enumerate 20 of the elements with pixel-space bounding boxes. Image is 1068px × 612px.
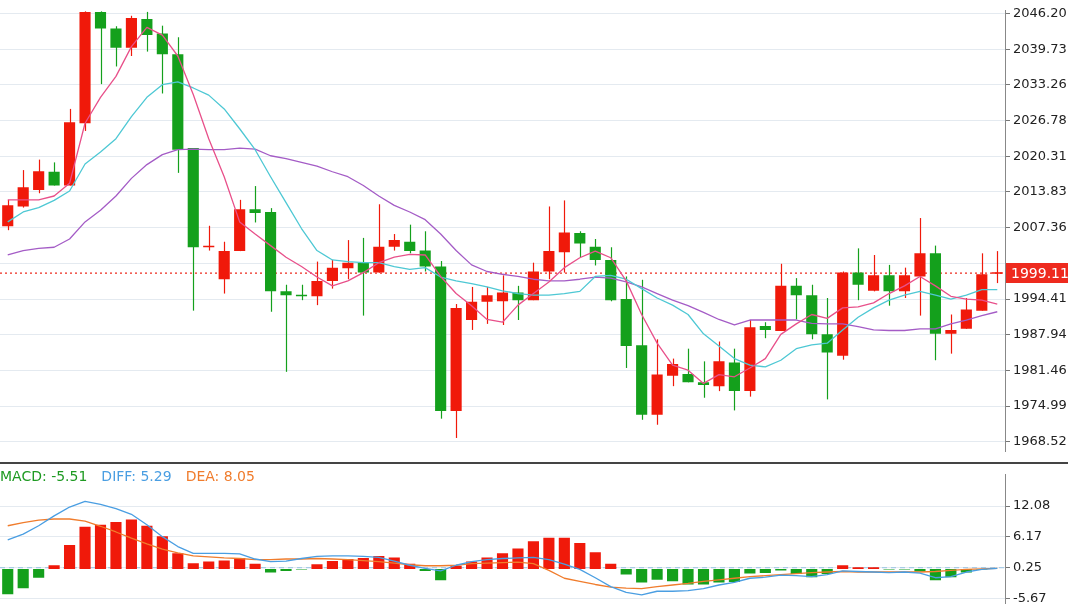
- y-tick-label: 1968.52: [1013, 433, 1067, 449]
- y-tick-label: 1974.99: [1013, 397, 1067, 413]
- y-tick-label: 2020.31: [1013, 147, 1067, 163]
- y-tick-label: 1987.94: [1013, 326, 1067, 342]
- y-tick-label: 1981.46: [1013, 361, 1067, 377]
- y-tick-label: 0.25: [1013, 558, 1042, 574]
- y-tick-label: 2013.83: [1013, 183, 1067, 199]
- series-label: DIFF: 5.29: [101, 468, 172, 484]
- y-tick-label: 1994.41: [1013, 290, 1067, 306]
- text: DEA: 8.05: [185, 468, 255, 484]
- y-tick-label: 6.17: [1013, 528, 1042, 544]
- text: MACD: -5.51: [0, 468, 88, 484]
- ref-line-label: 1999.11: [1011, 264, 1068, 281]
- y-tick-label: 2046.20: [1013, 4, 1067, 20]
- y-tick-label: -5.67: [1013, 589, 1047, 605]
- y-tick-label: 2033.26: [1013, 76, 1067, 92]
- y-tick-label: 2007.36: [1013, 219, 1067, 235]
- y-tick-label: 2026.78: [1013, 111, 1067, 127]
- y-tick-label: 12.08: [1013, 497, 1051, 513]
- y-tick-label: 2039.73: [1013, 40, 1067, 56]
